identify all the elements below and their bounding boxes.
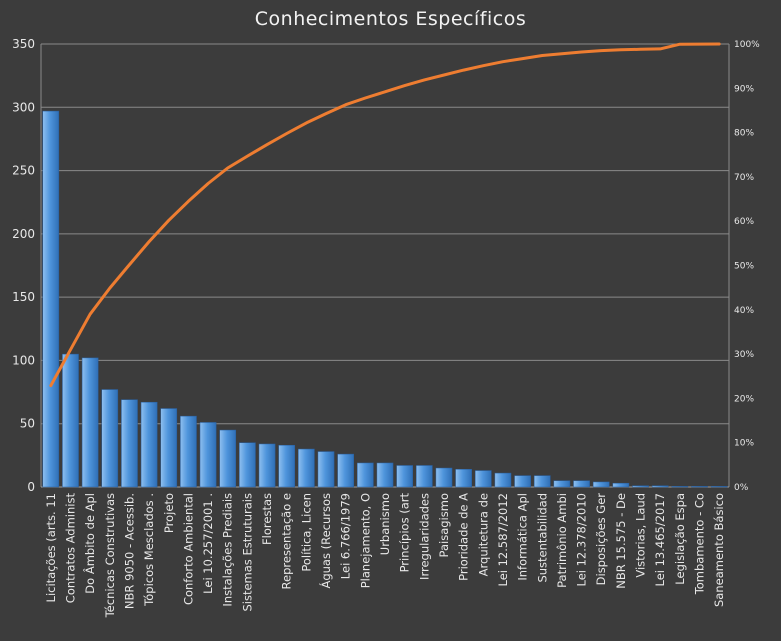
y-tick-label: 0 xyxy=(27,480,35,494)
bar xyxy=(455,469,472,488)
x-tick-label: Disposições Ger xyxy=(594,493,608,586)
bar xyxy=(651,485,669,488)
y-tick-label: 100 xyxy=(12,353,35,367)
x-tick-label: Irregularidades xyxy=(417,493,431,580)
bar xyxy=(199,422,217,488)
x-tick-label: Patrimônio Ambi xyxy=(555,493,569,588)
y-tick-label: 250 xyxy=(12,164,35,178)
x-tick-label: Vistorias, Laud xyxy=(634,493,648,578)
x-tick-label: Sistemas Estruturais xyxy=(240,493,254,612)
y-tick-label: 200 xyxy=(12,227,35,241)
x-tick-label: Lei 13.465/2017 xyxy=(653,493,667,587)
bar xyxy=(710,486,728,488)
y-tick-label: 50 xyxy=(20,417,35,431)
y2-tick-label: 0% xyxy=(734,483,749,493)
x-tick-label: Lei 12.378/2010 xyxy=(575,493,589,587)
y2-tick-label: 40% xyxy=(734,306,754,316)
x-tick-label: Tópicos Mesclados . xyxy=(142,493,156,607)
bar xyxy=(592,481,610,488)
x-tick-label: Instalações Prediais xyxy=(221,493,235,607)
bar xyxy=(533,475,551,488)
bar xyxy=(239,442,256,488)
x-tick-label: Saneamento Básico xyxy=(712,493,726,607)
bar xyxy=(62,353,79,488)
y-tick-label: 300 xyxy=(12,100,35,114)
y2-tick-label: 20% xyxy=(734,394,754,404)
bar xyxy=(140,401,158,488)
x-tick-label: Lei 6.766/1979 xyxy=(339,493,353,579)
bar xyxy=(258,443,276,488)
bar xyxy=(376,462,394,488)
cumulative-line xyxy=(49,42,721,388)
y2-tick-label: 60% xyxy=(734,217,754,227)
bar xyxy=(317,451,335,488)
x-tick-label: Técnicas Construtivas xyxy=(103,493,117,618)
x-tick-label: Projeto xyxy=(162,493,176,533)
bar xyxy=(42,110,60,488)
bar xyxy=(121,399,138,488)
y2-tick-label: 30% xyxy=(734,350,754,360)
y2-tick-label: 70% xyxy=(734,173,754,183)
x-tick-label: NBR 9050 - Acessib. xyxy=(122,493,136,609)
bar xyxy=(357,462,374,488)
x-tick-label: Representação e xyxy=(280,493,294,589)
bar xyxy=(416,465,433,488)
x-tick-label: Princípios (art xyxy=(398,493,412,573)
x-tick-label: NBR 15.575 - De xyxy=(614,493,628,589)
y2-tick-label: 80% xyxy=(734,129,754,139)
bar xyxy=(632,485,649,488)
x-tick-label: Política, Licen xyxy=(299,493,313,572)
bar xyxy=(396,465,413,488)
x-tick-label: Tombamento - Co xyxy=(693,493,707,595)
bar xyxy=(160,408,178,488)
bar xyxy=(101,389,119,488)
bar xyxy=(612,482,630,488)
x-tick-label: Lei 10.257/2001 . xyxy=(201,493,215,594)
bar xyxy=(180,415,197,488)
y2-tick-label: 90% xyxy=(734,84,754,94)
x-tick-label: Arquitetura de xyxy=(476,493,490,576)
x-tick-label: Águas (Recursos xyxy=(318,493,333,589)
bar xyxy=(337,453,354,488)
chart-title: Conhecimentos Específicos xyxy=(254,8,527,30)
y2-tick-label: 10% xyxy=(734,439,754,449)
y-tick-label: 350 xyxy=(12,37,35,51)
x-tick-label: Florestas xyxy=(260,493,274,545)
bar xyxy=(435,467,453,488)
bar xyxy=(298,448,315,488)
y2-tick-label: 50% xyxy=(734,262,754,272)
x-tick-label: Licitações (arts. 11 xyxy=(44,493,58,602)
bar xyxy=(553,480,571,488)
bar xyxy=(573,480,590,488)
bar xyxy=(671,486,689,488)
x-tick-label: Legislação Espa xyxy=(673,493,687,585)
x-tick-label: Prioridade de A xyxy=(457,493,471,581)
x-tick-label: Urbanismo xyxy=(378,493,392,555)
x-tick-label: Paisagismo xyxy=(437,493,451,557)
y-tick-label: 150 xyxy=(12,290,35,304)
x-tick-label: Do Âmbito de Apl xyxy=(82,493,97,594)
bar xyxy=(219,429,237,488)
x-tick-label: Informática Apl xyxy=(516,493,530,581)
bar xyxy=(81,357,99,488)
bar xyxy=(691,486,708,488)
bar xyxy=(474,470,492,488)
x-tick-label: Conforto Ambiental xyxy=(181,493,195,605)
bar xyxy=(278,444,296,488)
x-tick-label: Lei 12.587/2012 xyxy=(496,493,510,587)
x-tick-label: Sustentabilidad xyxy=(535,493,549,583)
x-tick-label: Contratos Administ xyxy=(63,493,77,604)
x-tick-label: Planejamento, O xyxy=(358,493,372,588)
y2-tick-label: 100% xyxy=(734,40,760,50)
bar xyxy=(514,475,531,488)
bar xyxy=(494,472,512,488)
